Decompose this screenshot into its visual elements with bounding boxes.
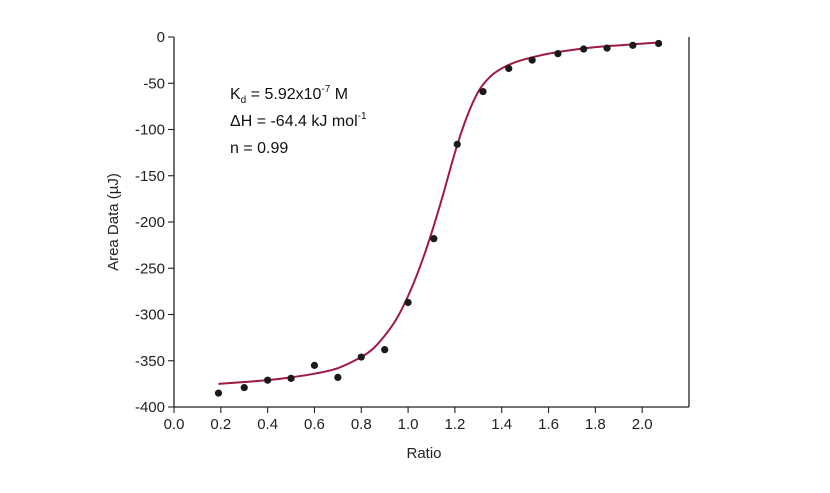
fit-parameter-line: ΔH = -64.4 kJ mol-1 bbox=[230, 111, 367, 130]
data-point bbox=[404, 298, 412, 307]
data-point bbox=[603, 44, 611, 52]
data-point bbox=[334, 373, 342, 381]
fit-parameter-text: K bbox=[230, 86, 241, 103]
x-tick-label: 1.4 bbox=[491, 416, 512, 433]
y-tick-label: -400 bbox=[135, 399, 165, 416]
data-point bbox=[580, 45, 588, 53]
fit-parameter-text: n = 0.99 bbox=[230, 140, 288, 157]
data-point bbox=[264, 376, 272, 384]
y-tick-label: -100 bbox=[135, 122, 165, 139]
y-tick-label: -200 bbox=[135, 214, 165, 231]
data-point bbox=[654, 39, 663, 48]
x-tick-label: 1.2 bbox=[444, 416, 465, 433]
y-ticks: 0 -50 -100 -150 -200 -250 -300 -350 -400 bbox=[135, 29, 174, 416]
fit-parameters: Kd = 5.92x10-7 M ΔH = -64.4 kJ mol-1 n = 0… bbox=[230, 84, 367, 157]
fit-parameter-text: = 5.92x10 bbox=[246, 86, 321, 103]
x-axis-title: Ratio bbox=[406, 445, 441, 462]
x-tick-label: 0.6 bbox=[304, 416, 325, 433]
fit-parameter-text: ΔH = -64.4 kJ mol bbox=[230, 113, 358, 130]
y-tick-label: -250 bbox=[135, 260, 165, 277]
x-tick-label: 2.0 bbox=[632, 416, 653, 433]
data-point bbox=[505, 64, 513, 73]
y-tick-label: -300 bbox=[135, 307, 165, 324]
y-tick-label: -150 bbox=[135, 168, 165, 185]
fit-curve bbox=[218, 41, 659, 385]
data-point bbox=[381, 346, 389, 354]
y-tick-label: -50 bbox=[143, 75, 165, 92]
x-tick-label: 0.2 bbox=[210, 416, 231, 433]
data-point bbox=[629, 41, 637, 49]
fit-parameter-line: Kd = 5.92x10-7 M bbox=[230, 84, 348, 106]
x-ticks: 0.0 0.2 0.4 0.6 0.8 1.0 1.2 1.4 1.6 1.8 2.0 bbox=[164, 407, 653, 433]
x-tick-label: 1.0 bbox=[398, 416, 419, 433]
data-point bbox=[554, 50, 562, 58]
data-point bbox=[214, 389, 223, 397]
data-point bbox=[240, 383, 248, 392]
y-tick-label: 0 bbox=[157, 29, 165, 46]
x-tick-label: 0.0 bbox=[164, 416, 185, 433]
data-point bbox=[357, 353, 365, 361]
fit-parameter-text: M bbox=[330, 86, 348, 103]
x-tick-label: 1.8 bbox=[585, 416, 606, 433]
fit-parameter-text: d bbox=[241, 95, 247, 106]
x-tick-label: 0.4 bbox=[257, 416, 278, 433]
y-tick-label: -350 bbox=[135, 353, 165, 370]
data-point bbox=[453, 140, 461, 148]
x-tick-label: 0.8 bbox=[351, 416, 372, 433]
data-point bbox=[479, 87, 487, 96]
fit-parameter-text: -7 bbox=[321, 84, 330, 95]
data-points bbox=[214, 39, 663, 397]
fit-parameter-text: -1 bbox=[358, 111, 367, 122]
y-axis-title: Area Data (µJ) bbox=[105, 173, 122, 271]
data-point bbox=[310, 361, 319, 369]
x-tick-label: 1.6 bbox=[538, 416, 559, 433]
fit-parameter-line: n = 0.99 bbox=[230, 140, 288, 157]
data-point bbox=[528, 56, 536, 64]
data-point bbox=[430, 235, 438, 243]
data-point bbox=[287, 374, 295, 382]
